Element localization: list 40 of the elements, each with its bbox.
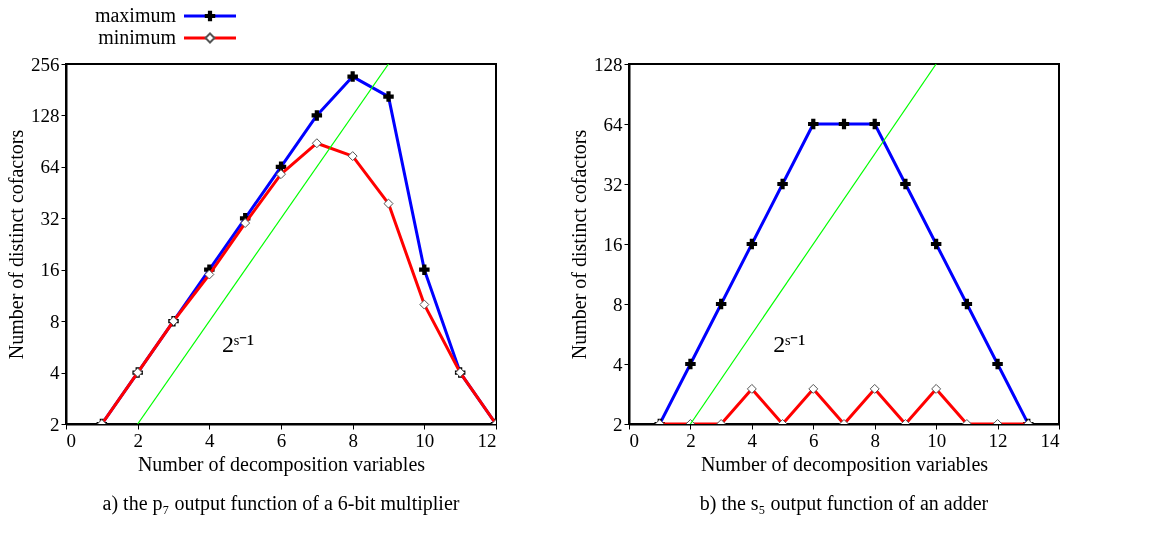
x-tick-label: 14 (1040, 429, 1060, 451)
x-tick-label: 2 (686, 429, 696, 451)
y-tick-label: 64 (603, 113, 623, 135)
y-tick-label: 128 (31, 104, 60, 126)
x-tick-label: 0 (629, 429, 639, 451)
y-tick-label: 2 (50, 413, 60, 435)
x-tick-label: 6 (809, 429, 819, 451)
y-tick-label: 8 (613, 293, 623, 315)
y-tick-label: 32 (603, 173, 623, 195)
x-tick-label: 10 (415, 429, 435, 451)
text: a) the p₇ output function of a 6-bit multiplier (102, 492, 460, 515)
y-tick-label: 4 (613, 353, 623, 375)
x-tick-label: 8 (870, 429, 880, 451)
x-tick-label: 0 (66, 429, 76, 451)
x-axis-title: Number of decomposition variables (137, 452, 426, 476)
y-tick-label: 2 (613, 413, 623, 435)
series-label: 2ˢ⁻¹ (773, 331, 806, 358)
x-tick-label: 6 (276, 429, 287, 451)
y-tick-label: 16 (40, 259, 60, 281)
x-tick-label: 4 (205, 429, 216, 451)
x-tick-label: 2 (133, 429, 143, 451)
x-tick-label: 8 (348, 429, 358, 451)
y-tick-label: 128 (594, 53, 623, 75)
x-tick-label: 4 (747, 429, 758, 451)
text: b) the s₅ output function of an adder (699, 492, 989, 515)
y-tick-label: 256 (31, 53, 60, 75)
legend-label: maximum (94, 4, 177, 26)
x-tick-label: 12 (477, 429, 497, 451)
x-tick-label: 10 (927, 429, 947, 451)
y-tick-label: 64 (40, 156, 60, 178)
y-tick-label: 32 (40, 207, 60, 229)
legend-label: minimum (98, 26, 177, 48)
y-axis-title: Number of distinct cofactors (568, 129, 590, 360)
y-tick-label: 16 (603, 233, 623, 255)
y-tick-label: 4 (50, 362, 60, 384)
y-axis-title: Number of distinct cofactors (5, 129, 27, 360)
y-tick-label: 8 (50, 310, 60, 332)
x-tick-label: 12 (988, 429, 1008, 451)
x-axis-title: Number of decomposition variables (700, 452, 989, 476)
series-label: 2ˢ⁻¹ (221, 331, 255, 358)
